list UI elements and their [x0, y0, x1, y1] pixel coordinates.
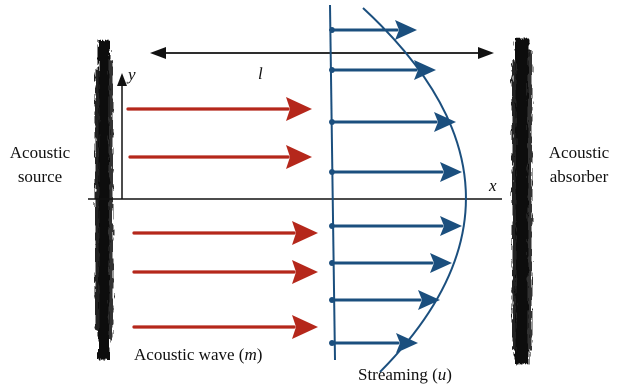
- acoustic-wave-arrow: [132, 221, 318, 245]
- streaming-arrow-origin-dot: [329, 27, 335, 33]
- streaming-arrow-origin-dot: [329, 340, 335, 346]
- acoustic-wave-arrow: [132, 260, 318, 284]
- streaming-label-text: Streaming (: [358, 365, 438, 384]
- acoustic-wave-arrows: [126, 97, 318, 339]
- acoustic-wave-label-close: ): [256, 345, 263, 364]
- streaming-arrow: [329, 60, 436, 80]
- acoustic-source-label-line2: source: [17, 167, 63, 186]
- streaming-arrow: [329, 20, 417, 40]
- acoustic-wave-arrow: [126, 97, 312, 121]
- streaming-profile-curve: [362, 7, 467, 373]
- streaming-arrow: [329, 216, 462, 236]
- acoustic-absorber-wall: [512, 38, 532, 364]
- acoustic-source-label-line1: Acoustic: [9, 143, 71, 162]
- streaming-arrow: [329, 162, 462, 182]
- acoustic-wave-arrow: [128, 145, 312, 169]
- streaming-arrow-origin-dot: [329, 169, 335, 175]
- streaming-label: Streaming (u): [358, 365, 452, 385]
- length-arrow-right-head: [478, 47, 494, 59]
- x-axis-label: x: [489, 176, 497, 195]
- streaming-arrow: [329, 333, 418, 353]
- streaming-arrow-origin-dot: [329, 223, 335, 229]
- length-label: l: [258, 64, 263, 83]
- streaming-arrow-origin-dot: [329, 297, 335, 303]
- streaming-arrows: [329, 20, 462, 353]
- streaming-arrow: [329, 253, 452, 273]
- acoustic-source-label: Acoustic source: [4, 143, 76, 187]
- acoustic-absorber-label-line1: Acoustic: [548, 143, 610, 162]
- streaming-arrow-origin-dot: [329, 67, 335, 73]
- acoustic-absorber-label-line2: absorber: [549, 167, 609, 186]
- acoustic-wave-label-text: Acoustic wave (: [134, 345, 245, 364]
- streaming-arrow: [329, 290, 440, 310]
- streaming-arrow-origin-dot: [329, 119, 335, 125]
- streaming-label-close: ): [446, 365, 452, 384]
- streaming-baseline: [329, 4, 336, 361]
- y-axis-label: y: [128, 65, 136, 84]
- acoustic-absorber-label: Acoustic absorber: [541, 143, 617, 187]
- acoustic-wave-arrow: [132, 315, 318, 339]
- streaming-symbol: u: [437, 365, 447, 384]
- streaming-arrow-origin-dot: [329, 260, 335, 266]
- acoustic-wave-symbol: m: [244, 345, 257, 364]
- length-arrow-left-head: [150, 47, 166, 59]
- acoustic-source-wall: [95, 40, 113, 360]
- y-axis-arrowhead: [117, 73, 127, 86]
- streaming-arrow: [329, 112, 456, 132]
- acoustic-wave-label: Acoustic wave (m): [134, 345, 262, 365]
